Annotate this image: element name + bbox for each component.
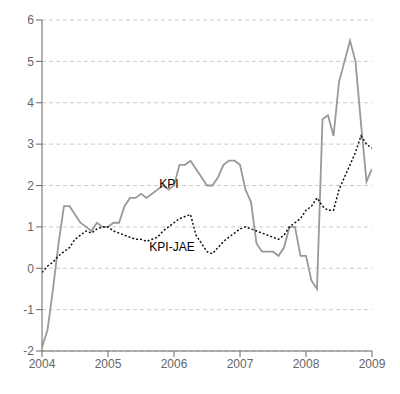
svg-text:2008: 2008 — [293, 357, 320, 371]
svg-text:1: 1 — [27, 220, 34, 234]
svg-text:3: 3 — [27, 137, 34, 151]
svg-text:6: 6 — [27, 13, 34, 27]
svg-text:0: 0 — [27, 262, 34, 276]
svg-text:2006: 2006 — [161, 357, 188, 371]
svg-text:4: 4 — [27, 96, 34, 110]
svg-text:2009: 2009 — [359, 357, 386, 371]
svg-text:5: 5 — [27, 55, 34, 69]
svg-text:2005: 2005 — [95, 357, 122, 371]
svg-text:-1: -1 — [23, 303, 34, 317]
svg-text:KPI-JAE: KPI-JAE — [149, 240, 194, 254]
svg-text:2: 2 — [27, 179, 34, 193]
svg-text:KPI: KPI — [159, 177, 178, 191]
svg-text:2007: 2007 — [227, 357, 254, 371]
svg-text:2004: 2004 — [29, 357, 56, 371]
svg-text:-2: -2 — [23, 344, 34, 358]
